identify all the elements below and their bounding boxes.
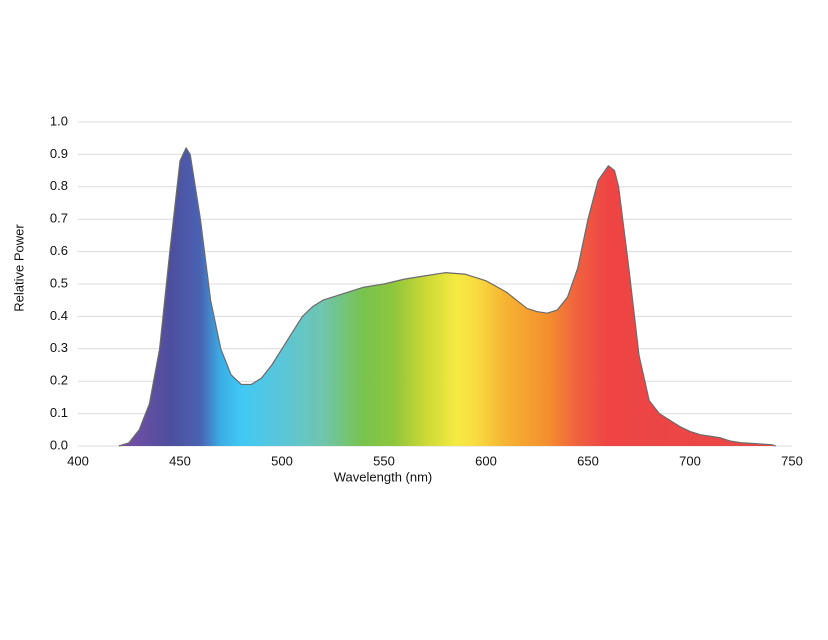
x-tick-label: 600 [475, 453, 497, 468]
x-tick-label: 750 [781, 453, 803, 468]
y-tick-label: 0.0 [50, 437, 68, 452]
plot-area [118, 147, 776, 447]
x-axis-label: Wavelength (nm) [334, 469, 433, 484]
x-tick-label: 550 [373, 453, 395, 468]
spectrum-line [118, 147, 776, 447]
x-tick-label: 450 [169, 453, 191, 468]
y-tick-label: 0.9 [50, 146, 68, 161]
y-tick-label: 0.5 [50, 275, 68, 290]
y-tick-label: 0.7 [50, 211, 68, 226]
y-tick-label: 0.3 [50, 340, 68, 355]
y-tick-label: 0.1 [50, 405, 68, 420]
x-tick-label: 400 [67, 453, 89, 468]
y-tick-label: 1.0 [50, 113, 68, 128]
spectrum-area [118, 147, 776, 447]
y-tick-label: 0.2 [50, 373, 68, 388]
x-tick-label: 650 [577, 453, 599, 468]
y-axis-label: Relative Power [11, 224, 26, 312]
x-tick-label: 500 [271, 453, 293, 468]
x-tick-label: 700 [679, 453, 701, 468]
y-tick-label: 0.6 [50, 243, 68, 258]
y-tick-label: 0.4 [50, 308, 68, 323]
y-tick-label: 0.8 [50, 178, 68, 193]
